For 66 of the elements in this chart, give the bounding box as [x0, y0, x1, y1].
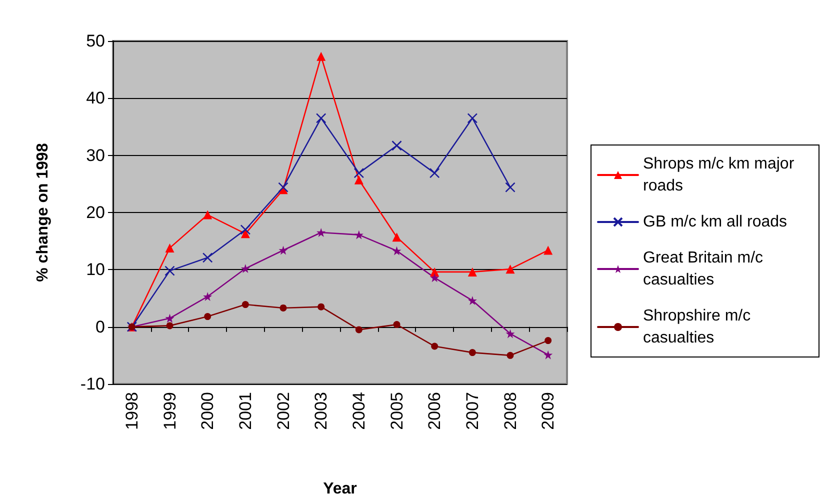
- point: [278, 182, 288, 192]
- legend-label: Great Britain m/c casualties: [643, 250, 768, 288]
- point: [202, 252, 213, 263]
- y-tick-label: -10: [80, 374, 105, 394]
- point: [354, 175, 364, 184]
- point: [430, 267, 440, 276]
- point: [204, 313, 212, 320]
- point: [165, 314, 174, 323]
- y-tick-label: 0: [96, 317, 105, 336]
- point: [280, 304, 287, 312]
- y-tick-label: 10: [86, 260, 105, 280]
- y-tick-label: 40: [86, 88, 105, 108]
- point: [316, 228, 326, 238]
- point: [431, 342, 438, 350]
- point: [203, 210, 212, 220]
- point: [506, 264, 515, 274]
- point: [318, 303, 325, 310]
- x-tick-label: 1999: [160, 392, 180, 430]
- point: [316, 113, 326, 124]
- x-tick-label: 1998: [122, 392, 142, 430]
- point: [164, 266, 175, 276]
- point: [505, 182, 516, 192]
- point: [203, 292, 212, 302]
- point: [316, 52, 326, 61]
- x-tick-label: 2007: [462, 392, 482, 430]
- x-tick-label: 2006: [425, 392, 444, 430]
- x-tick-label: 2004: [349, 392, 368, 430]
- x-tick-label: 2008: [500, 392, 520, 430]
- x-tick-label: 2001: [236, 392, 255, 430]
- point: [354, 168, 364, 178]
- point: [355, 326, 362, 334]
- point: [468, 267, 477, 276]
- y-tick-label: 50: [86, 32, 105, 50]
- point: [544, 246, 553, 255]
- point: [506, 329, 515, 338]
- x-tick-label: 2005: [387, 392, 406, 430]
- point: [544, 337, 552, 344]
- point: [242, 301, 249, 308]
- point: [544, 350, 553, 360]
- y-tick-label: 30: [86, 146, 105, 165]
- point: [468, 296, 477, 306]
- point: [392, 232, 402, 242]
- point: [166, 322, 174, 330]
- point: [467, 113, 478, 124]
- x-tick-label: 2003: [312, 392, 331, 430]
- y-axis-title: % change on 1998: [34, 143, 52, 282]
- point: [506, 352, 514, 359]
- point: [240, 224, 251, 235]
- x-tick-label: 2009: [538, 392, 558, 430]
- point: [165, 243, 174, 252]
- x-axis-title: Year: [323, 480, 357, 498]
- x-tick-label: 2002: [274, 392, 293, 430]
- y-tick-label: 20: [86, 203, 105, 222]
- point: [392, 246, 402, 256]
- point: [392, 140, 402, 151]
- point: [468, 349, 476, 356]
- legend-label: Shropshire m/c casualties: [643, 308, 756, 346]
- x-tick-label: 2000: [198, 392, 218, 430]
- point: [278, 246, 288, 255]
- point: [354, 230, 364, 240]
- legend-label: Shrops m/c km major roads: [643, 156, 799, 194]
- point: [393, 321, 400, 328]
- point: [240, 264, 250, 274]
- legend-label: GB m/c km all roads: [643, 214, 788, 230]
- point: [430, 273, 440, 282]
- point: [429, 168, 440, 178]
